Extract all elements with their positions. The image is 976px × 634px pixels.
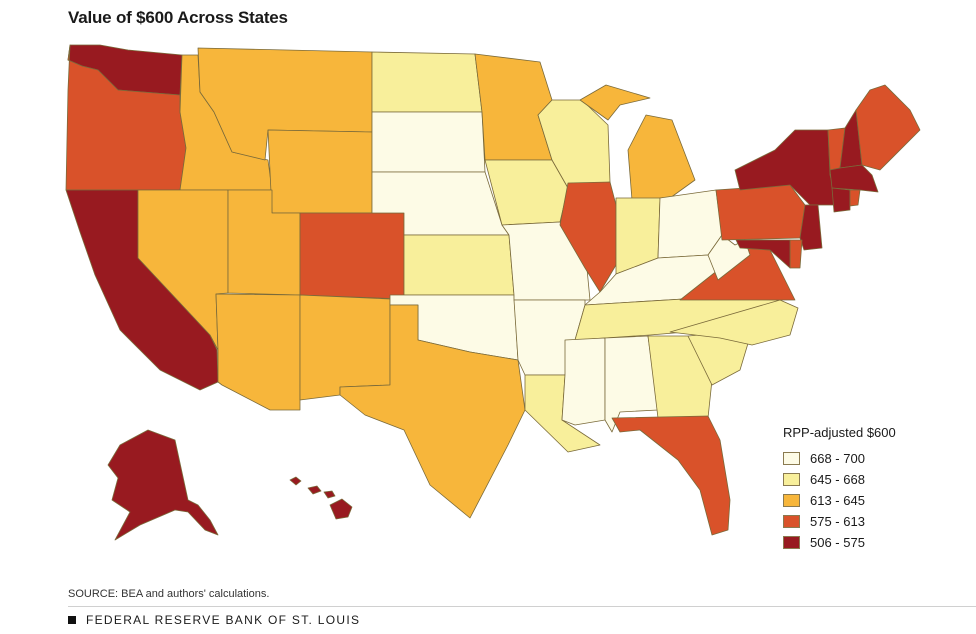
legend-label: 575 - 613 xyxy=(810,514,865,529)
legend-label: 613 - 645 xyxy=(810,493,865,508)
state-MS xyxy=(561,337,606,426)
state-OH xyxy=(657,189,723,259)
footer-divider xyxy=(68,606,976,607)
legend-item: 506 - 575 xyxy=(783,532,896,553)
legend-label: 506 - 575 xyxy=(810,535,865,550)
legend-swatch xyxy=(783,452,800,465)
legend-label: 668 - 700 xyxy=(810,451,865,466)
legend-swatch xyxy=(783,473,800,486)
state-MA xyxy=(829,164,879,193)
map-legend: RPP-adjusted $600 668 - 700 645 - 668 61… xyxy=(783,425,896,553)
state-RI xyxy=(849,189,861,207)
legend-swatch xyxy=(783,515,800,528)
source-note: SOURCE: BEA and authors' calculations. xyxy=(68,588,270,600)
legend-item: 668 - 700 xyxy=(783,448,896,469)
state-FL xyxy=(611,415,731,536)
state-DE xyxy=(789,239,803,269)
legend-swatch xyxy=(783,494,800,507)
legend-item: 645 - 668 xyxy=(783,469,896,490)
legend-item: 613 - 645 xyxy=(783,490,896,511)
legend-label: 645 - 668 xyxy=(810,472,865,487)
state-MI-up xyxy=(579,84,651,121)
map-title: Value of $600 Across States xyxy=(68,8,288,27)
state-AK xyxy=(107,429,219,541)
legend-title: RPP-adjusted $600 xyxy=(783,425,896,440)
state-WI xyxy=(537,99,611,189)
state-CO xyxy=(299,212,405,300)
state-MN xyxy=(474,53,553,161)
state-GA xyxy=(647,335,713,419)
state-AZ xyxy=(215,293,301,411)
footer-text: FEDERAL RESERVE BANK OF ST. LOUIS xyxy=(86,613,361,627)
state-MD xyxy=(735,239,791,269)
state-NJ xyxy=(799,204,823,251)
state-CT xyxy=(831,187,851,213)
state-MI xyxy=(627,114,696,201)
state-IL xyxy=(559,181,617,293)
state-TX xyxy=(339,304,526,519)
state-PA xyxy=(715,184,806,241)
square-icon xyxy=(68,616,76,624)
legend-item: 575 - 613 xyxy=(783,511,896,532)
state-WY xyxy=(267,129,373,214)
state-KS xyxy=(403,234,515,296)
state-HI xyxy=(289,476,353,520)
state-SD xyxy=(371,111,486,173)
legend-swatch xyxy=(783,536,800,549)
state-NM xyxy=(299,294,391,401)
state-ME xyxy=(855,84,921,171)
footer: FEDERAL RESERVE BANK OF ST. LOUIS xyxy=(68,613,360,627)
state-ND xyxy=(371,51,483,113)
